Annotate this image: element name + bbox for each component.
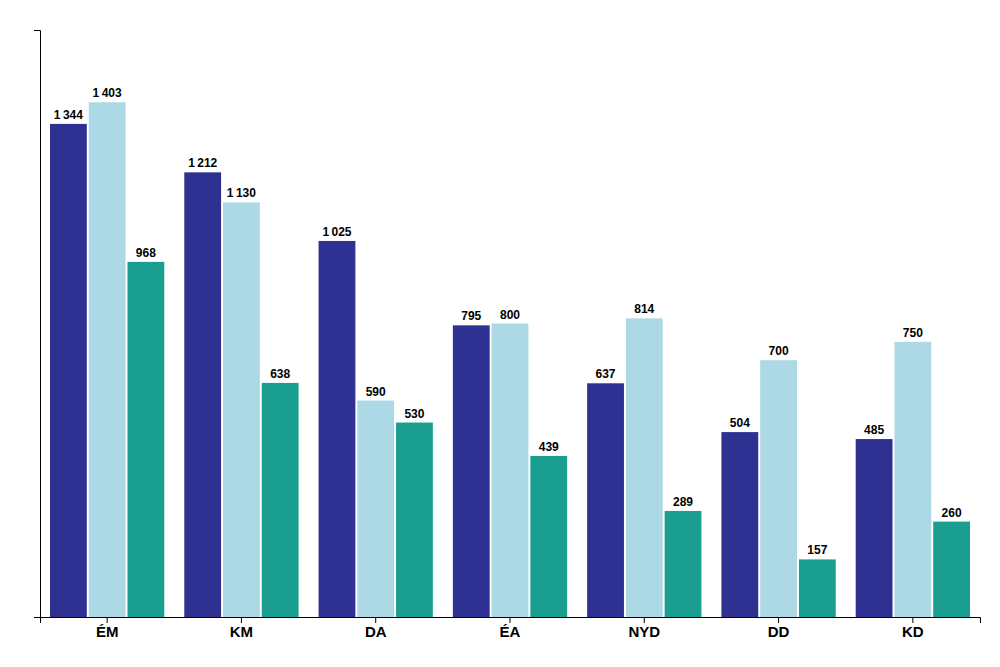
- data-label: 637: [596, 367, 616, 381]
- data-label: 800: [500, 308, 520, 322]
- data-label: 638: [270, 367, 290, 381]
- x-tick-label: ÉA: [500, 623, 521, 640]
- data-label: 530: [404, 407, 424, 421]
- data-label: 1 025: [322, 225, 351, 239]
- x-tick-label: ÉM: [96, 623, 119, 640]
- data-label: 157: [807, 543, 827, 557]
- bar: [184, 172, 221, 617]
- bar: [453, 325, 490, 617]
- bar-series: [89, 102, 932, 617]
- chart: 1 344 1 212 1 025 795 637 504 485 1 403 1 130 590…: [0, 0, 1000, 667]
- plot: 1 344 1 212 1 025 795 637 504 485 1 403 1 130 590…: [34, 31, 981, 640]
- bar: [587, 383, 624, 617]
- x-tick: KM: [230, 617, 253, 640]
- bar: [357, 401, 394, 617]
- bar-series: [127, 262, 970, 617]
- data-label: 485: [864, 423, 884, 437]
- data-label-series: 968 638 530 439 289 157 260: [136, 246, 962, 558]
- data-label-series: 1 403 1 130 590 800 814 700 750: [93, 86, 924, 398]
- x-tick: DA: [365, 617, 387, 640]
- bar: [89, 102, 126, 617]
- data-label: 1 344: [54, 108, 83, 122]
- bar: [50, 124, 87, 617]
- x-axis: ÉM KM DA ÉA NYD DD KD: [41, 617, 981, 640]
- bar: [760, 360, 797, 617]
- data-label: 1 403: [93, 86, 122, 100]
- y-axis: [34, 31, 41, 618]
- x-tick: DD: [768, 617, 790, 640]
- data-label: 968: [136, 246, 156, 260]
- data-labels: 1 344 1 212 1 025 795 637 504 485 1 403 1 130 590…: [54, 86, 962, 557]
- x-tick: KD: [902, 617, 924, 640]
- x-tick: ÉA: [500, 617, 521, 640]
- bar: [223, 202, 260, 617]
- bars: [50, 102, 970, 617]
- bar: [262, 383, 299, 617]
- bar: [665, 511, 702, 617]
- bar: [492, 324, 529, 618]
- bar-series: [50, 124, 893, 617]
- data-label: 795: [461, 309, 481, 323]
- x-tick-label: KD: [902, 623, 924, 640]
- bar: [894, 342, 931, 617]
- data-label: 289: [673, 495, 693, 509]
- bar: [626, 318, 663, 617]
- data-label: 814: [634, 302, 654, 316]
- data-label: 590: [366, 385, 386, 399]
- bar: [127, 262, 164, 617]
- data-label: 1 212: [188, 156, 217, 170]
- x-tick-label: NYD: [628, 623, 660, 640]
- data-label: 1 130: [227, 186, 256, 200]
- y-axis-line: [34, 31, 41, 618]
- bar: [721, 432, 758, 617]
- data-label: 260: [942, 506, 962, 520]
- data-label: 700: [769, 344, 789, 358]
- bar: [933, 522, 970, 617]
- x-tick: NYD: [628, 617, 660, 640]
- bar: [319, 241, 356, 617]
- x-tick-label: DD: [768, 623, 790, 640]
- data-label: 750: [903, 326, 923, 340]
- x-tick-label: KM: [230, 623, 253, 640]
- data-label: 504: [730, 416, 750, 430]
- bar: [856, 439, 893, 617]
- bar: [396, 423, 433, 617]
- bar: [530, 456, 567, 617]
- x-tick-label: DA: [365, 623, 387, 640]
- data-label: 439: [539, 440, 559, 454]
- data-label-series: 1 344 1 212 1 025 795 637 504 485: [54, 108, 885, 437]
- bar: [799, 559, 836, 617]
- x-tick: ÉM: [96, 617, 119, 640]
